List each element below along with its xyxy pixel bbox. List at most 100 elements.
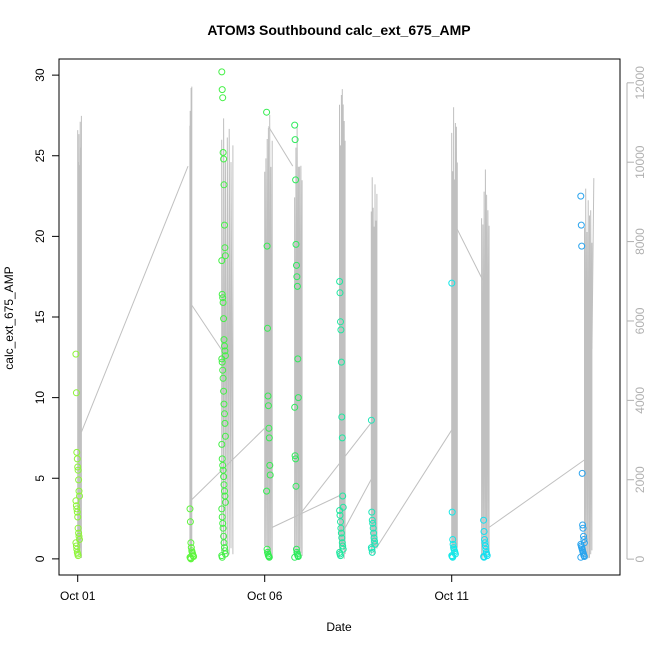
data-point (291, 452, 299, 460)
data-point (263, 545, 271, 553)
data-point (73, 455, 81, 463)
secondary-y-tick-label: 10000 (633, 145, 647, 179)
line-series (77, 86, 595, 560)
y-tick-label: 15 (33, 310, 47, 324)
data-point (480, 528, 488, 535)
data-point (448, 279, 456, 287)
data-point (481, 542, 489, 550)
x-tick-label: Oct 06 (247, 589, 283, 603)
y-tick-label: 10 (33, 391, 47, 405)
secondary-y-tick-label: 12000 (633, 66, 647, 100)
data-point (219, 366, 227, 374)
data-point (449, 536, 457, 543)
secondary-y-tick-label: 4000 (633, 387, 647, 414)
data-point (368, 548, 376, 556)
data-point (368, 545, 376, 553)
data-point (221, 432, 229, 440)
y-tick-label: 5 (33, 475, 47, 482)
data-point (221, 419, 229, 427)
data-point (338, 413, 346, 421)
y-tick-label: 25 (33, 149, 47, 163)
data-point (219, 374, 227, 382)
data-point (218, 86, 226, 94)
y-tick-label: 0 (33, 555, 47, 562)
data-point (265, 424, 273, 432)
data-point (368, 516, 376, 524)
data-point (265, 434, 273, 442)
x-axis: Oct 01 Oct 06 Oct 11 (60, 575, 469, 603)
line-segment (191, 427, 266, 500)
data-point (578, 469, 586, 477)
data-point (580, 532, 587, 540)
data-point (294, 394, 302, 402)
data-point (291, 403, 299, 411)
data-point (338, 539, 346, 547)
data-point (221, 487, 228, 495)
data-point (266, 461, 274, 469)
line-segment (591, 178, 595, 349)
data-point (221, 244, 229, 252)
data-point (578, 242, 586, 250)
data-point (218, 290, 226, 298)
data-point (577, 221, 585, 229)
data-point (481, 539, 489, 547)
data-point (73, 448, 81, 456)
data-point (187, 555, 195, 563)
data-point (577, 553, 585, 561)
data-point (221, 347, 229, 355)
data-point (339, 492, 347, 500)
y-tick-label: 30 (33, 68, 47, 82)
data-point (369, 519, 377, 527)
data-point (293, 282, 301, 290)
data-point (481, 536, 488, 543)
data-point (73, 505, 81, 513)
data-point (480, 553, 488, 561)
data-point (291, 553, 299, 561)
data-point (266, 471, 274, 479)
data-point (220, 400, 228, 408)
data-point (221, 221, 228, 229)
data-point (219, 519, 227, 527)
data-point (336, 511, 344, 519)
secondary-y-tick-label: 2000 (633, 466, 647, 493)
data-point (337, 552, 344, 560)
line-segment (488, 459, 585, 528)
line-segment (454, 225, 486, 286)
data-point (293, 261, 300, 269)
y-axis-title: calc_ext_675_AMP (2, 266, 16, 369)
data-point (264, 402, 272, 410)
data-point (74, 463, 82, 471)
line-spike (451, 107, 458, 558)
data-point (187, 544, 195, 552)
data-point (264, 392, 272, 400)
data-point (74, 552, 82, 560)
data-point (219, 294, 227, 302)
data-point (219, 149, 227, 156)
data-point (337, 358, 345, 366)
data-point (292, 482, 300, 490)
line-segment (271, 495, 340, 528)
data-point (221, 544, 228, 552)
line-spike (77, 115, 82, 559)
data-point (291, 121, 299, 129)
data-point (75, 487, 83, 495)
data-point (293, 545, 300, 553)
data-point (220, 387, 228, 395)
line-segment (268, 126, 294, 167)
data-point (368, 508, 376, 516)
data-point (218, 505, 226, 513)
data-point (218, 440, 226, 448)
y-axis: 0 5 10 15 20 25 30 (33, 68, 59, 562)
data-point (263, 108, 271, 116)
data-point (337, 529, 345, 537)
data-point (370, 529, 378, 537)
secondary-y-tick-label: 0 (633, 555, 647, 562)
secondary-y-tick-label: 8000 (633, 228, 647, 255)
data-point (73, 545, 81, 553)
x-axis-title: Date (326, 620, 352, 634)
data-point (72, 502, 80, 510)
line-spike (294, 125, 303, 557)
data-point (219, 299, 227, 306)
data-point (220, 473, 228, 481)
data-point (219, 94, 227, 102)
